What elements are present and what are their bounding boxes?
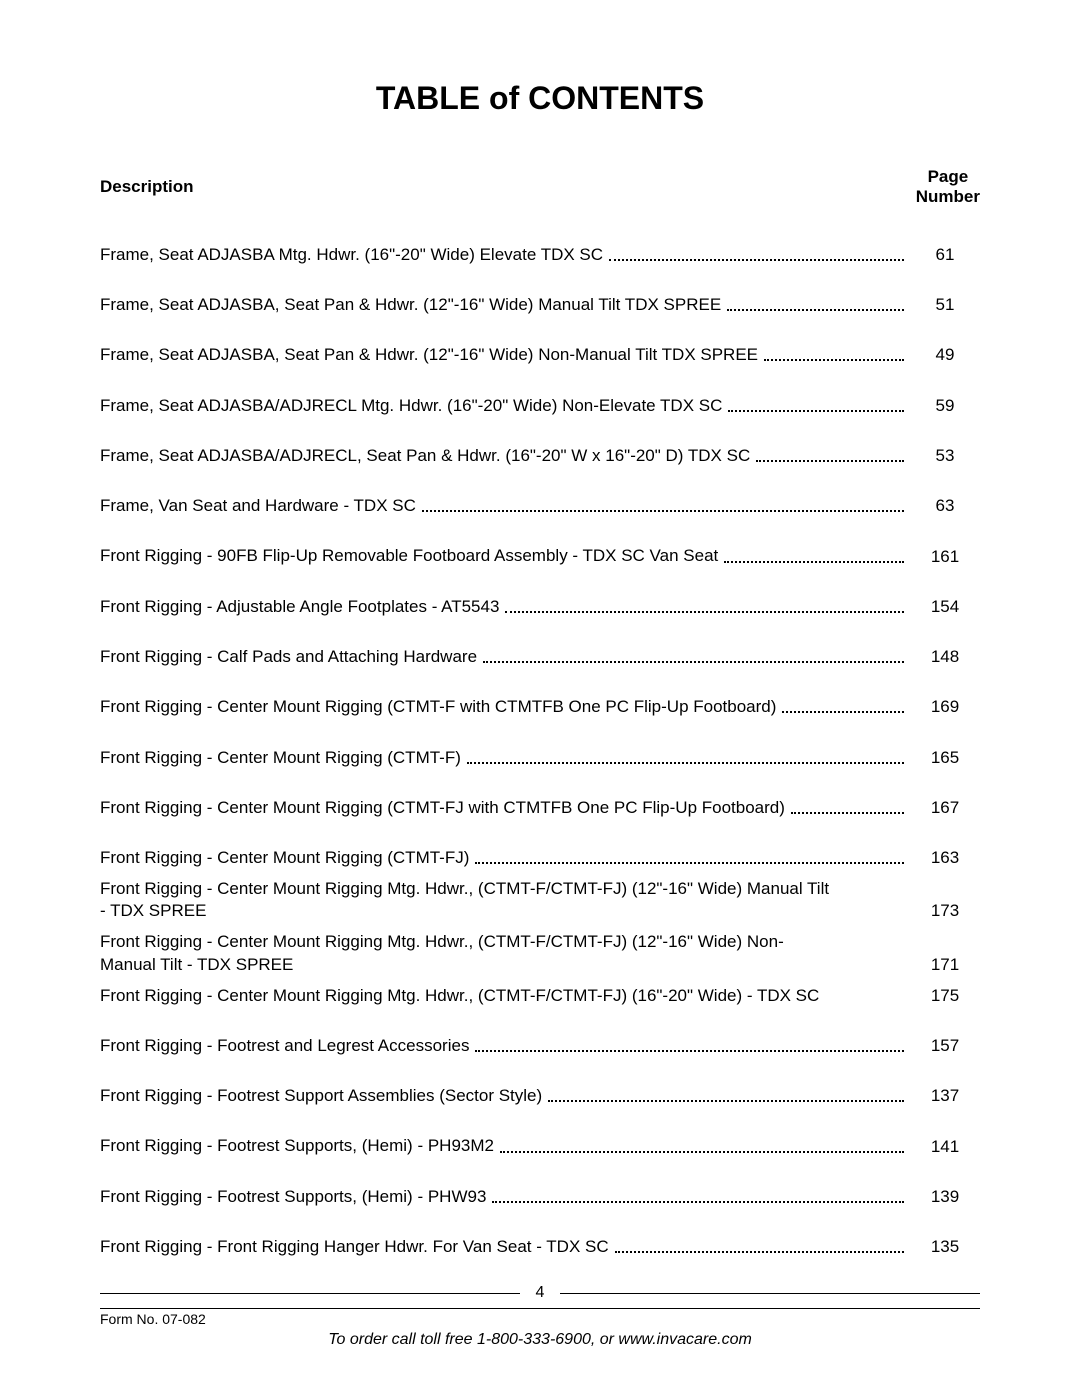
toc-list: Frame, Seat ADJASBA Mtg. Hdwr. (16"-20" … — [100, 244, 980, 1287]
header-page-line2: Number — [916, 187, 980, 207]
page-title: TABLE of CONTENTS — [100, 80, 980, 117]
toc-row: Front Rigging - Front Rigging Hanger Hdw… — [100, 1236, 980, 1258]
toc-row: Front Rigging - Center Mount Rigging (CT… — [100, 847, 980, 869]
toc-row: Front Rigging - Footrest Supports, (Hemi… — [100, 1135, 980, 1157]
page-number: 4 — [520, 1284, 561, 1302]
toc-page-number: 163 — [910, 848, 980, 869]
toc-row: Front Rigging - Center Mount Rigging Mtg… — [100, 985, 980, 1007]
toc-page-number: 59 — [910, 396, 980, 417]
toc-dot-leader — [483, 661, 904, 663]
toc-dot-leader — [836, 970, 904, 971]
toc-dot-leader — [609, 259, 904, 261]
toc-dot-leader — [756, 460, 904, 462]
footer-rule-left — [100, 1293, 520, 1294]
toc-description: Front Rigging - Center Mount Rigging (CT… — [100, 797, 785, 819]
toc-page-number: 148 — [910, 647, 980, 668]
toc-description: Front Rigging - Footrest Support Assembl… — [100, 1085, 542, 1107]
toc-page-number: 53 — [910, 446, 980, 467]
toc-dot-leader — [492, 1201, 904, 1203]
toc-header-row: Description Page Number — [100, 167, 980, 208]
toc-dot-leader — [836, 916, 904, 917]
toc-description: Frame, Seat ADJASBA/ADJRECL, Seat Pan & … — [100, 445, 750, 467]
toc-description: Frame, Seat ADJASBA, Seat Pan & Hdwr. (1… — [100, 294, 721, 316]
toc-page-number: 135 — [910, 1237, 980, 1258]
footer-rule-full — [100, 1308, 980, 1309]
header-description: Description — [100, 177, 194, 197]
toc-page-number: 169 — [910, 697, 980, 718]
toc-dot-leader — [500, 1151, 904, 1153]
toc-page-number: 167 — [910, 798, 980, 819]
header-page-line1: Page — [916, 167, 980, 187]
toc-dot-leader — [505, 611, 904, 613]
toc-description: Front Rigging - Footrest Supports, (Hemi… — [100, 1135, 494, 1157]
toc-row: Front Rigging - Center Mount Rigging (CT… — [100, 696, 980, 718]
footer-rule-right — [560, 1293, 980, 1294]
toc-page-number: 61 — [910, 245, 980, 266]
toc-row: Front Rigging - Center Mount Rigging (CT… — [100, 747, 980, 769]
toc-page-number: 154 — [910, 597, 980, 618]
toc-row: Front Rigging - Footrest Supports, (Hemi… — [100, 1186, 980, 1208]
toc-page-number: 141 — [910, 1137, 980, 1158]
toc-row: Frame, Seat ADJASBA Mtg. Hdwr. (16"-20" … — [100, 244, 980, 266]
toc-description: Frame, Seat ADJASBA Mtg. Hdwr. (16"-20" … — [100, 244, 603, 266]
toc-page-number: 49 — [910, 345, 980, 366]
toc-description: Front Rigging - Center Mount Rigging (CT… — [100, 847, 469, 869]
toc-page-number: 161 — [910, 547, 980, 568]
footer: 4 Form No. 07-082 To order call toll fre… — [100, 1284, 980, 1349]
toc-description: Front Rigging - Footrest and Legrest Acc… — [100, 1035, 469, 1057]
toc-page-number: 165 — [910, 748, 980, 769]
toc-description: Front Rigging - Footrest Supports, (Hemi… — [100, 1186, 486, 1208]
toc-dot-leader — [467, 762, 904, 764]
toc-row: Front Rigging - Center Mount Rigging (CT… — [100, 797, 980, 819]
toc-dot-leader — [791, 812, 904, 814]
toc-dot-leader — [825, 1001, 904, 1002]
toc-page-number: 175 — [910, 986, 980, 1007]
toc-row: Front Rigging - Footrest Support Assembl… — [100, 1085, 980, 1107]
toc-row: Frame, Van Seat and Hardware - TDX SC 63 — [100, 495, 980, 517]
toc-row: Front Rigging - Center Mount Rigging Mtg… — [100, 931, 980, 975]
toc-description: Front Rigging - Calf Pads and Attaching … — [100, 646, 477, 668]
header-page-number: Page Number — [916, 167, 980, 208]
toc-row: Frame, Seat ADJASBA/ADJRECL Mtg. Hdwr. (… — [100, 395, 980, 417]
toc-row: Front Rigging - Adjustable Angle Footpla… — [100, 596, 980, 618]
toc-row: Frame, Seat ADJASBA, Seat Pan & Hdwr. (1… — [100, 294, 980, 316]
toc-description: Frame, Seat ADJASBA, Seat Pan & Hdwr. (1… — [100, 344, 758, 366]
toc-description: Front Rigging - Center Mount Rigging Mtg… — [100, 878, 830, 922]
form-number: Form No. 07-082 — [100, 1311, 980, 1327]
toc-page-number: 173 — [910, 901, 980, 922]
toc-page-number: 171 — [910, 955, 980, 976]
toc-dot-leader — [782, 711, 904, 713]
toc-description: Frame, Seat ADJASBA/ADJRECL Mtg. Hdwr. (… — [100, 395, 722, 417]
toc-row: Frame, Seat ADJASBA, Seat Pan & Hdwr. (1… — [100, 344, 980, 366]
toc-description: Front Rigging - Center Mount Rigging Mtg… — [100, 931, 830, 975]
toc-dot-leader — [475, 862, 904, 864]
toc-description: Front Rigging - Center Mount Rigging Mtg… — [100, 985, 819, 1007]
toc-page-number: 137 — [910, 1086, 980, 1107]
toc-description: Front Rigging - Adjustable Angle Footpla… — [100, 596, 499, 618]
toc-page-number: 157 — [910, 1036, 980, 1057]
toc-dot-leader — [548, 1100, 904, 1102]
toc-description: Frame, Van Seat and Hardware - TDX SC — [100, 495, 416, 517]
toc-dot-leader — [615, 1251, 904, 1253]
toc-dot-leader — [475, 1050, 904, 1052]
toc-page-number: 51 — [910, 295, 980, 316]
toc-description: Front Rigging - Center Mount Rigging (CT… — [100, 747, 461, 769]
toc-page-number: 139 — [910, 1187, 980, 1208]
toc-row: Front Rigging - Footrest and Legrest Acc… — [100, 1035, 980, 1057]
toc-dot-leader — [727, 309, 904, 311]
toc-dot-leader — [764, 359, 904, 361]
toc-description: Front Rigging - Front Rigging Hanger Hdw… — [100, 1236, 609, 1258]
toc-row: Front Rigging - Calf Pads and Attaching … — [100, 646, 980, 668]
page-number-row: 4 — [100, 1284, 980, 1302]
toc-page-number: 63 — [910, 496, 980, 517]
toc-dot-leader — [724, 561, 904, 563]
order-info: To order call toll free 1-800-333-6900, … — [100, 1331, 980, 1349]
toc-description: Front Rigging - Center Mount Rigging (CT… — [100, 696, 776, 718]
toc-dot-leader — [728, 410, 904, 412]
toc-row: Frame, Seat ADJASBA/ADJRECL, Seat Pan & … — [100, 445, 980, 467]
toc-row: Front Rigging - 90FB Flip-Up Removable F… — [100, 545, 980, 567]
toc-row: Front Rigging - Center Mount Rigging Mtg… — [100, 878, 980, 922]
toc-description: Front Rigging - 90FB Flip-Up Removable F… — [100, 545, 718, 567]
toc-dot-leader — [422, 510, 904, 512]
